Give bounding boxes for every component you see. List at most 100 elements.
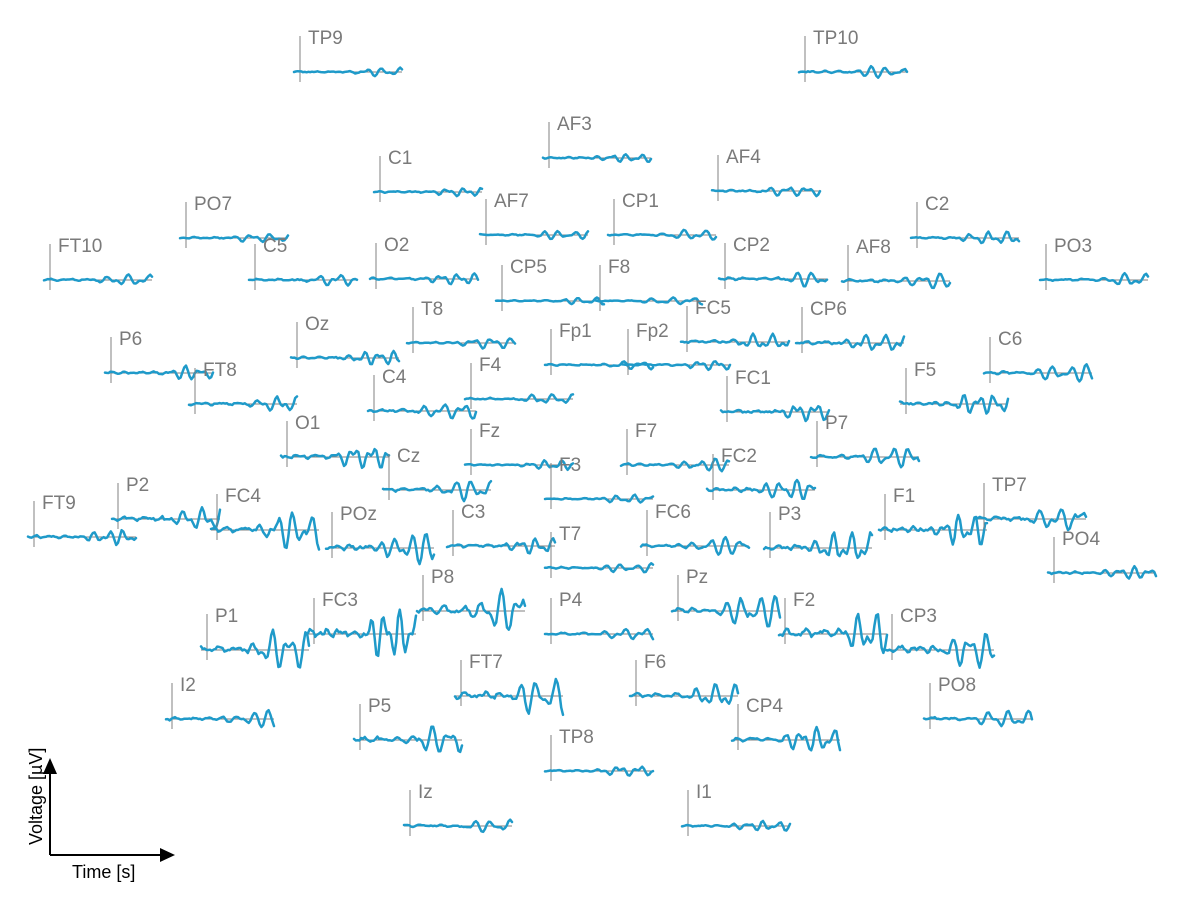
channel-ft7: FT7 — [453, 652, 565, 717]
channel-fc5: FC5 — [679, 298, 791, 352]
channel-label: TP8 — [559, 727, 594, 748]
channel-label: O2 — [384, 235, 409, 256]
channel-i2: I2 — [164, 675, 276, 729]
channel-trace — [103, 364, 215, 381]
channel-label: Oz — [305, 314, 329, 335]
channel-trace — [877, 513, 989, 546]
channel-trace — [794, 333, 906, 351]
channel-trace — [909, 230, 1021, 245]
channel-tp9: TP9 — [292, 28, 404, 82]
channel-cp4: CP4 — [730, 696, 842, 752]
channel-label: Fp1 — [559, 321, 592, 342]
channel-cp6: CP6 — [794, 299, 906, 353]
channel-trace — [620, 360, 732, 372]
channel-po3: PO3 — [1038, 236, 1150, 290]
channel-label: FT7 — [469, 652, 503, 673]
channel-trace — [922, 709, 1034, 728]
voltage-arrow-head-icon — [43, 758, 57, 774]
channel-label: Fp2 — [636, 321, 669, 342]
time-arrow-head-icon — [160, 848, 175, 862]
channel-ft8: FT8 — [187, 360, 299, 414]
channel-label: AF4 — [726, 147, 761, 168]
channel-poz: POz — [324, 504, 436, 566]
channel-trace — [453, 677, 565, 717]
channel-trace — [289, 349, 401, 366]
channel-p3: P3 — [762, 504, 874, 560]
channel-p5: P5 — [352, 696, 464, 754]
channel-trace — [670, 595, 782, 628]
channel-label: TP7 — [992, 475, 1027, 496]
channel-trace — [679, 332, 791, 348]
channel-label: AF8 — [856, 237, 891, 258]
channel-trace — [352, 725, 464, 754]
channel-label: C3 — [461, 502, 485, 523]
channel-trace — [592, 296, 704, 306]
channel-trace — [405, 337, 517, 350]
channel-po4: PO4 — [1046, 529, 1158, 583]
channel-label: PO8 — [938, 675, 976, 696]
channel-label: C5 — [263, 236, 287, 257]
channel-trace — [199, 628, 311, 669]
channel-label: P8 — [431, 567, 454, 588]
channel-af8: AF8 — [840, 237, 952, 291]
channel-label: TP9 — [308, 28, 343, 49]
channel-c4: C4 — [366, 367, 478, 421]
channel-fc1: FC1 — [719, 368, 831, 423]
channel-cp5: CP5 — [494, 257, 606, 311]
channel-trace — [543, 562, 655, 574]
channel-fc3: FC3 — [306, 590, 418, 658]
channel-tp7: TP7 — [976, 475, 1088, 532]
channel-trace — [543, 765, 655, 777]
channel-label: T7 — [559, 524, 581, 545]
channel-fc2: FC2 — [705, 446, 817, 501]
channel-f6: F6 — [628, 652, 740, 706]
channel-label: Iz — [418, 782, 433, 803]
channel-oz: Oz — [289, 314, 401, 368]
channel-trace — [1038, 271, 1150, 286]
channel-trace — [178, 233, 290, 244]
channel-trace — [478, 229, 590, 241]
channel-trace — [247, 273, 359, 287]
channel-p7: P7 — [809, 413, 921, 469]
channel-trace — [730, 725, 842, 752]
channel-trace — [628, 683, 740, 705]
channel-cp3: CP3 — [884, 606, 996, 669]
channel-p8: P8 — [415, 567, 527, 631]
channel-label: CP6 — [810, 299, 847, 320]
channel-c3: C3 — [445, 502, 557, 556]
channel-trace — [717, 271, 829, 288]
channel-trace — [976, 508, 1088, 532]
channel-trace — [619, 457, 731, 473]
channel-po8: PO8 — [922, 675, 1034, 729]
channel-trace — [809, 447, 921, 469]
channel-f8: F8 — [592, 257, 704, 311]
channel-label: CP1 — [622, 191, 659, 212]
channel-fz: Fz — [463, 421, 575, 475]
channel-c2: C2 — [909, 194, 1021, 248]
channel-i1: I1 — [680, 782, 792, 836]
channel-trace — [777, 612, 889, 655]
channel-label: CP3 — [900, 606, 937, 627]
channel-ft10: FT10 — [42, 236, 154, 290]
channel-af4: AF4 — [710, 147, 822, 201]
channel-label: P2 — [126, 475, 149, 496]
channel-p6: P6 — [103, 329, 215, 383]
channel-c5: C5 — [247, 236, 359, 290]
channel-ft9: FT9 — [26, 493, 138, 547]
channel-cz: Cz — [381, 446, 493, 503]
channel-label: F5 — [914, 360, 936, 381]
channel-af3: AF3 — [541, 114, 653, 168]
channel-p2: P2 — [110, 475, 222, 529]
channel-tp10: TP10 — [797, 28, 909, 82]
channel-label: F1 — [893, 486, 915, 507]
channel-fp2: Fp2 — [620, 321, 732, 375]
channel-trace — [26, 528, 138, 547]
channel-label: F3 — [559, 455, 581, 476]
channel-trace — [324, 533, 436, 566]
channel-label: FC1 — [735, 368, 771, 389]
channel-o2: O2 — [368, 235, 480, 289]
channel-trace — [543, 493, 655, 504]
channel-label: CP4 — [746, 696, 783, 717]
channel-trace — [541, 153, 653, 163]
channel-tp8: TP8 — [543, 727, 655, 781]
